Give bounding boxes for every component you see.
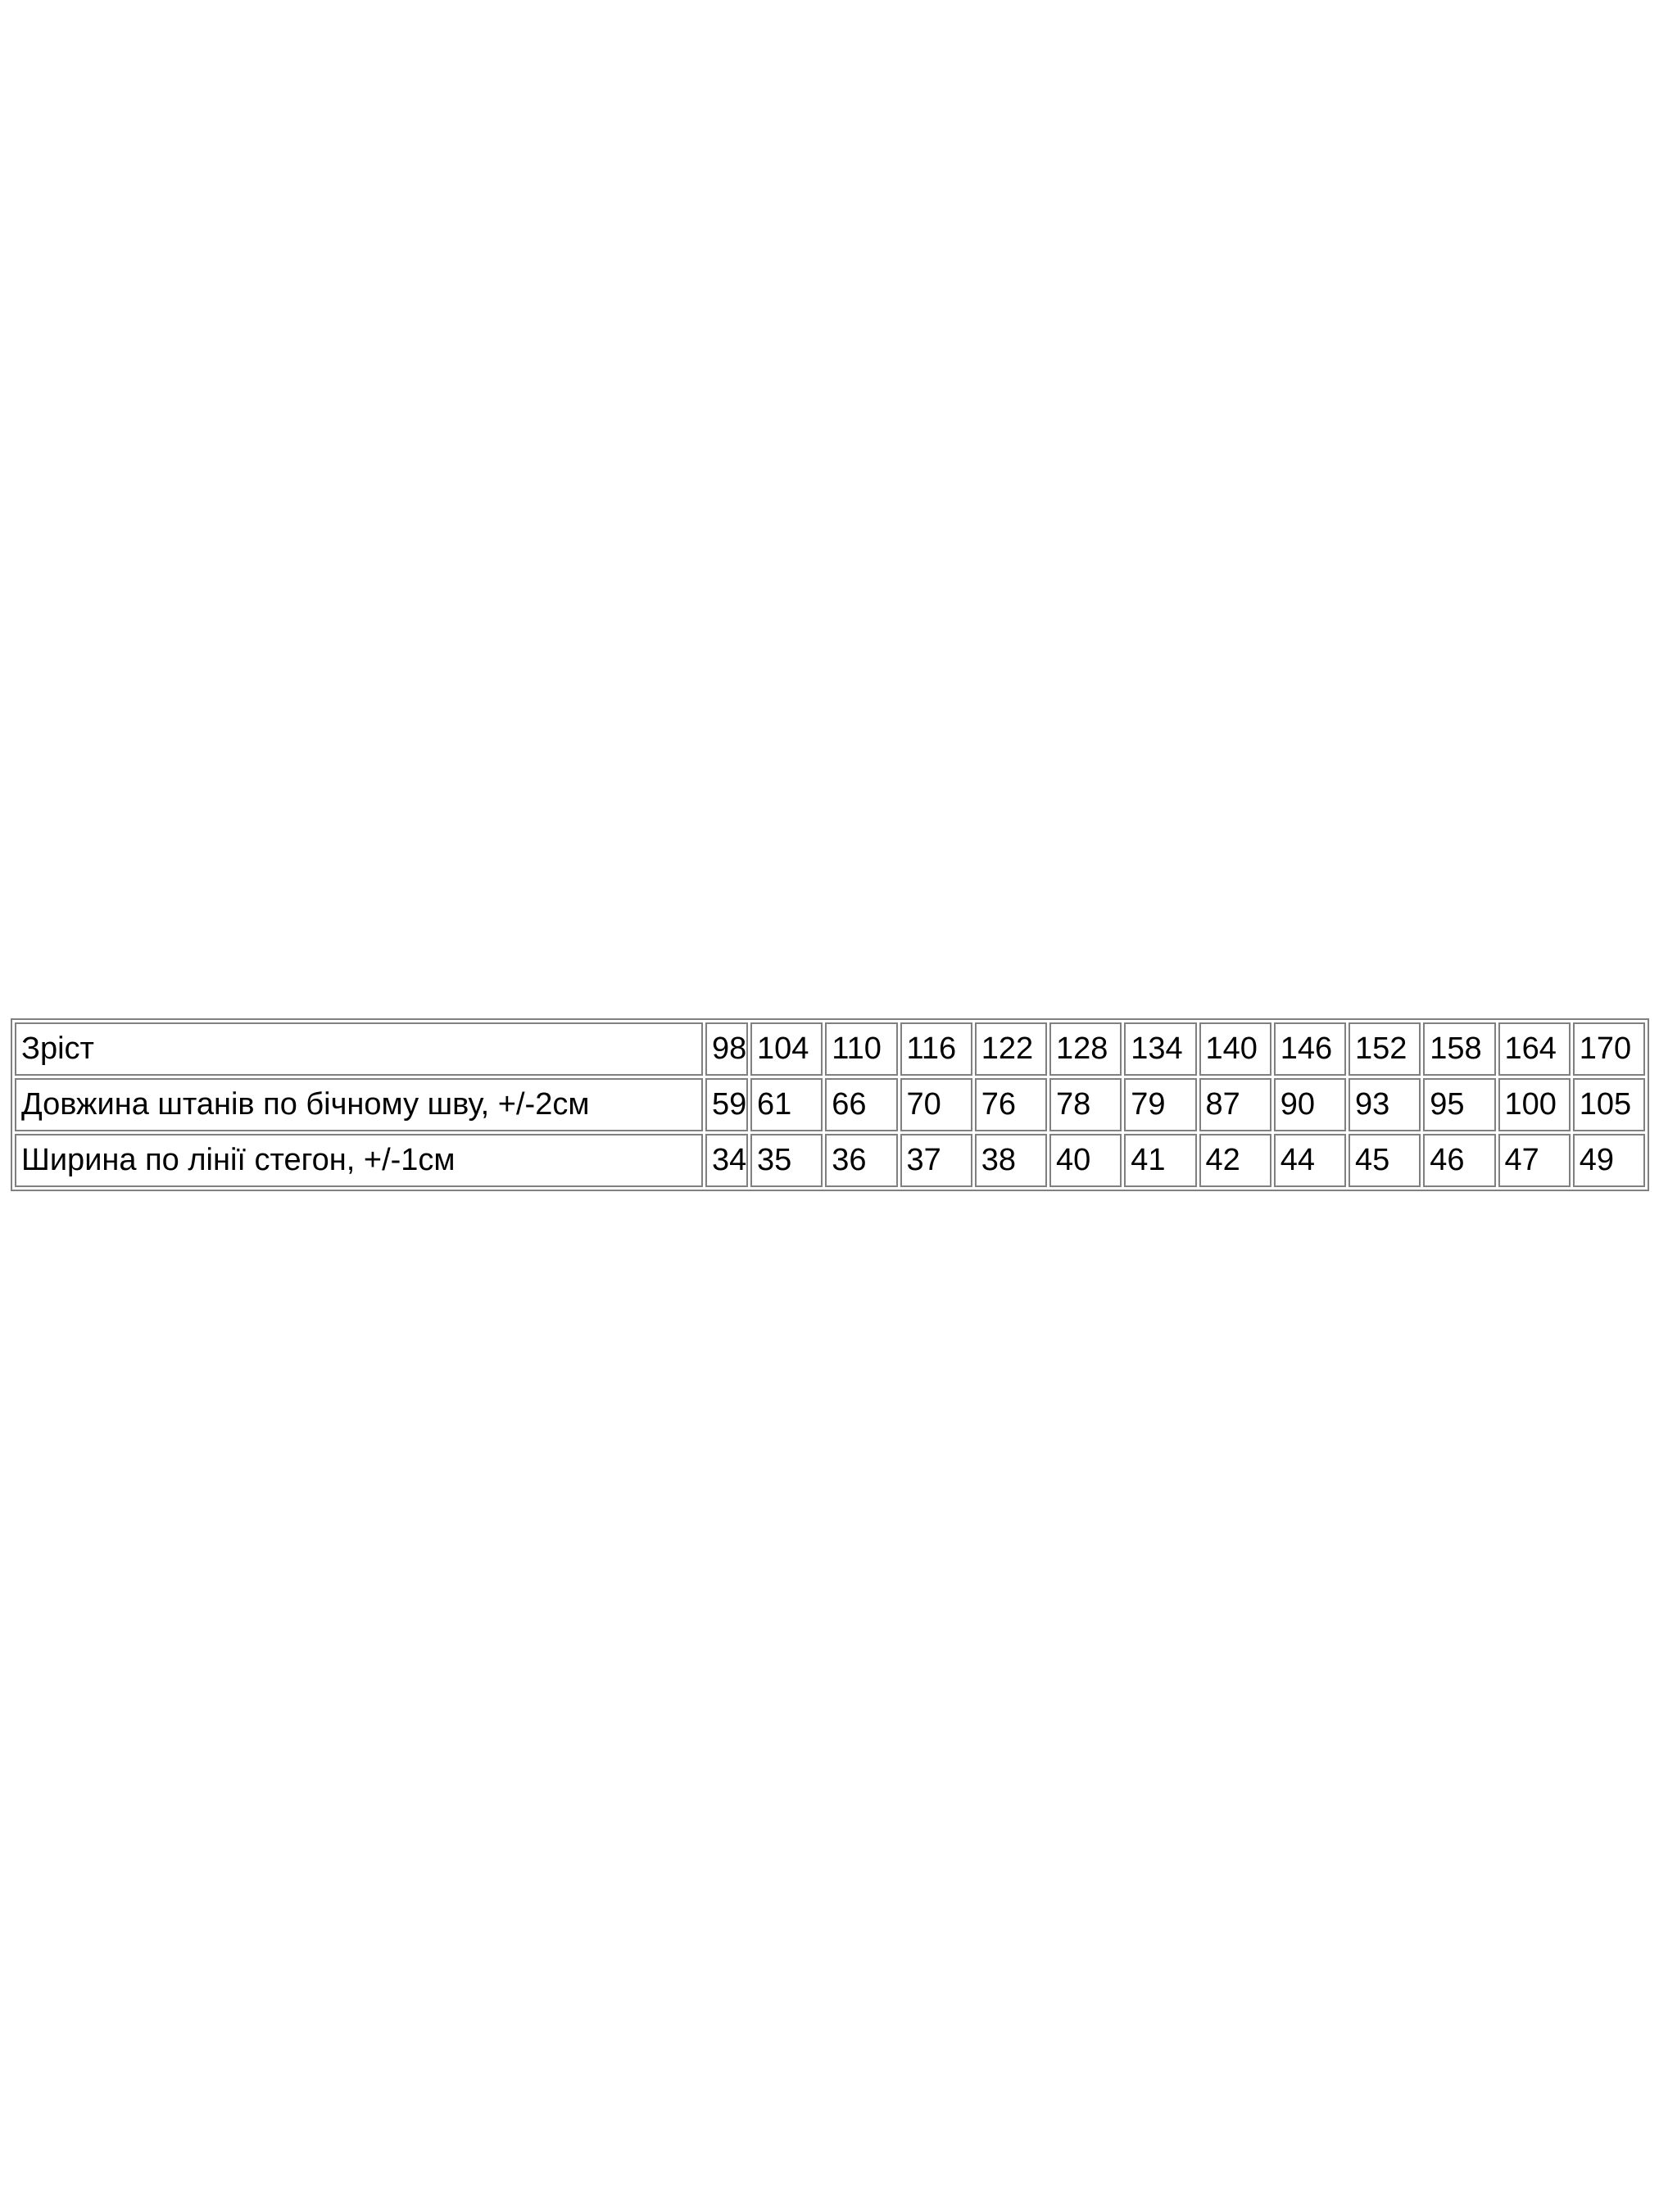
- table-cell: 66: [825, 1078, 898, 1131]
- table-cell: 98: [705, 1022, 748, 1076]
- table-cell: 93: [1349, 1078, 1421, 1131]
- table-cell: 79: [1124, 1078, 1197, 1131]
- size-chart-table: Зріст 98 104 110 116 122 128 134 140 146…: [11, 1018, 1649, 1191]
- table-cell: 61: [750, 1078, 823, 1131]
- row-label-height: Зріст: [15, 1022, 703, 1076]
- table-cell: 46: [1423, 1134, 1496, 1187]
- table-cell: 140: [1199, 1022, 1271, 1076]
- table-cell: 47: [1498, 1134, 1571, 1187]
- table-cell: 116: [900, 1022, 972, 1076]
- table-cell: 42: [1199, 1134, 1271, 1187]
- table-cell: 76: [974, 1078, 1047, 1131]
- table-cell: 78: [1049, 1078, 1122, 1131]
- table-cell: 90: [1273, 1078, 1346, 1131]
- table-cell: 87: [1199, 1078, 1271, 1131]
- row-label-hip-width: Ширина по лінії стегон, +/-1см: [15, 1134, 703, 1187]
- table-cell: 122: [974, 1022, 1047, 1076]
- table-row-hip-width: Ширина по лінії стегон, +/-1см 34 35 36 …: [15, 1134, 1645, 1187]
- table-cell: 38: [974, 1134, 1047, 1187]
- table-cell: 134: [1124, 1022, 1197, 1076]
- table-cell: 40: [1049, 1134, 1122, 1187]
- table-cell: 34: [705, 1134, 748, 1187]
- table-cell: 44: [1273, 1134, 1346, 1187]
- table-cell: 49: [1572, 1134, 1645, 1187]
- table-row-height: Зріст 98 104 110 116 122 128 134 140 146…: [15, 1022, 1645, 1076]
- table-cell: 158: [1423, 1022, 1496, 1076]
- row-label-length: Довжина штанів по бічному шву, +/-2см: [15, 1078, 703, 1131]
- table-cell: 70: [900, 1078, 972, 1131]
- table-cell: 37: [900, 1134, 972, 1187]
- table-cell: 164: [1498, 1022, 1571, 1076]
- table-cell: 95: [1423, 1078, 1496, 1131]
- table-row-length: Довжина штанів по бічному шву, +/-2см 59…: [15, 1078, 1645, 1131]
- table-cell: 45: [1349, 1134, 1421, 1187]
- table-cell: 146: [1273, 1022, 1346, 1076]
- table-cell: 128: [1049, 1022, 1122, 1076]
- table-cell: 170: [1572, 1022, 1645, 1076]
- table-cell: 41: [1124, 1134, 1197, 1187]
- table-cell: 105: [1572, 1078, 1645, 1131]
- table-cell: 152: [1349, 1022, 1421, 1076]
- table-cell: 104: [750, 1022, 823, 1076]
- table-cell: 100: [1498, 1078, 1571, 1131]
- table-cell: 36: [825, 1134, 898, 1187]
- table-cell: 35: [750, 1134, 823, 1187]
- table-cell: 59: [705, 1078, 748, 1131]
- table-cell: 110: [825, 1022, 898, 1076]
